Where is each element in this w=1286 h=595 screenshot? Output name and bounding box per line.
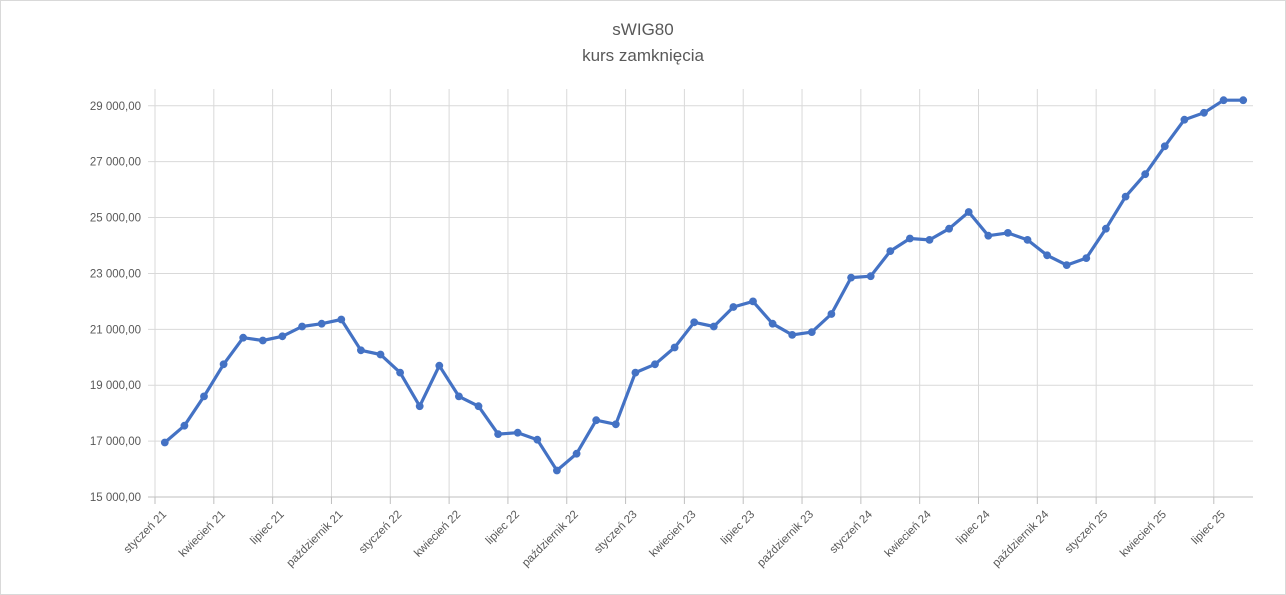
y-tick-label: 19 000,00 (90, 380, 141, 392)
y-tick-label: 23 000,00 (90, 268, 141, 280)
data-point (435, 361, 444, 370)
x-tick-label: październik 24 (991, 508, 1052, 569)
data-point (474, 402, 483, 411)
y-tick-label: 27 000,00 (90, 157, 141, 169)
x-tick-label: kwiecień 25 (1118, 509, 1169, 560)
x-tick-label: październik 22 (520, 509, 581, 570)
x-tick-label: lipiec 22 (484, 509, 522, 547)
data-point (396, 368, 404, 377)
y-tick-label: 21 000,00 (90, 324, 141, 336)
x-tick-marks (154, 497, 1215, 504)
x-tick-label: lipiec 25 (1190, 509, 1228, 547)
data-point (298, 322, 306, 331)
data-point (729, 303, 738, 311)
data-point (553, 466, 561, 475)
x-tick-label: kwiecień 22 (412, 509, 463, 560)
data-point (1180, 115, 1189, 124)
data-point (415, 402, 424, 411)
y-tick-label: 29 000,00 (90, 101, 141, 113)
x-tick-label: październik 21 (285, 509, 346, 570)
data-point (572, 449, 581, 458)
data-point (592, 416, 601, 425)
data-point (1121, 192, 1130, 201)
data-point (1219, 96, 1228, 105)
data-point (886, 247, 895, 256)
data-point (945, 224, 953, 233)
data-point (611, 420, 620, 429)
data-point (807, 328, 816, 336)
data-point (258, 336, 267, 345)
data-point (1004, 229, 1012, 237)
x-tick-label: kwiecień 24 (883, 508, 934, 559)
data-point (1160, 142, 1169, 151)
data-point (984, 231, 993, 240)
x-tick-label: kwiecień 21 (177, 509, 228, 560)
series-markers (160, 96, 1248, 475)
data-point (455, 392, 463, 401)
x-tick-label: kwiecień 23 (648, 509, 699, 560)
data-point (690, 318, 699, 327)
data-point (1239, 96, 1248, 105)
series-line (163, 98, 1245, 473)
data-point (964, 208, 973, 216)
data-point (200, 392, 208, 401)
data-point (239, 333, 248, 342)
data-point (866, 272, 875, 281)
x-tick-labels: styczeń 21 kwiecień 21 lipiec 21październi… (122, 508, 1228, 569)
data-point (827, 310, 836, 318)
y-tick-label: 25 000,00 (90, 213, 141, 225)
data-point (1102, 224, 1110, 233)
data-point (925, 236, 934, 244)
x-gridlines (154, 89, 1215, 497)
data-point (513, 428, 522, 437)
data-point (1043, 251, 1051, 260)
data-point (1062, 261, 1071, 269)
x-tick-label: styczeń 22 (357, 509, 404, 556)
data-point (180, 421, 189, 430)
data-point (1200, 108, 1208, 117)
x-tick-label: styczeń 24 (828, 508, 876, 556)
data-point (1141, 170, 1150, 179)
data-point (631, 368, 640, 377)
y-gridlines (148, 105, 1253, 498)
data-point (376, 350, 385, 359)
data-point (749, 297, 757, 306)
data-point (847, 273, 855, 282)
data-point (788, 331, 797, 339)
data-point (670, 343, 679, 352)
data-point (906, 234, 914, 243)
data-point (357, 346, 365, 355)
data-point (1023, 236, 1032, 244)
x-tick-label: styczeń 23 (592, 509, 639, 556)
data-point (709, 322, 718, 331)
data-point (533, 435, 542, 444)
x-tick-label: lipiec 21 (248, 509, 286, 547)
data-point (219, 360, 228, 369)
data-point (494, 430, 502, 438)
y-tick-label: 15 000,00 (90, 492, 141, 504)
data-point (317, 319, 326, 328)
data-point (160, 438, 169, 447)
data-point (1082, 254, 1091, 262)
x-tick-label: styczeń 25 (1063, 509, 1110, 556)
data-point (651, 360, 659, 369)
x-tick-label: lipiec 24 (954, 508, 993, 547)
data-point (278, 332, 287, 341)
y-tick-label: 17 000,00 (90, 436, 141, 448)
data-point (768, 319, 777, 328)
data-point (337, 315, 346, 324)
y-tick-labels: 15 000,00 17 000,00 19 000,00 21 000,00 23 0… (90, 101, 141, 504)
x-tick-label: styczeń 21 (122, 509, 169, 556)
x-tick-label: lipiec 23 (719, 509, 757, 547)
x-tick-label: październik 23 (755, 509, 816, 570)
